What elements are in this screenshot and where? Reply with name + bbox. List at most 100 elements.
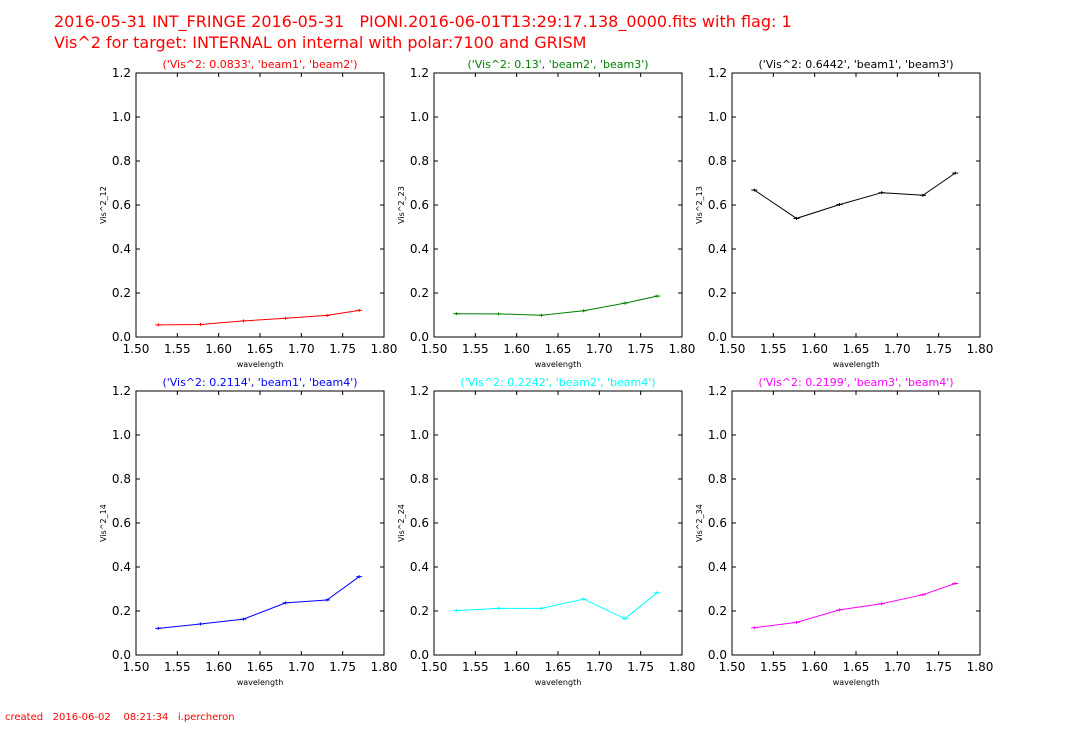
y-axis-label: Vis^2_34 <box>695 504 704 542</box>
y-tick-label: 0.8 <box>708 154 727 168</box>
y-tick-label: 0.4 <box>112 242 131 256</box>
y-tick-label: 1.0 <box>410 110 429 124</box>
x-axis-label: wavelength <box>833 678 880 687</box>
x-tick-label: 1.50 <box>421 660 448 674</box>
y-tick-label: 0.6 <box>410 198 429 212</box>
x-tick-label: 1.65 <box>545 342 572 356</box>
plot-frame <box>135 390 385 656</box>
y-tick-label: 0.0 <box>708 648 727 662</box>
panel-title: ('Vis^2: 0.2199', 'beam3', 'beam4') <box>758 376 953 389</box>
x-tick-label: 1.70 <box>586 660 613 674</box>
chart-panel-2: 1.50 1.55 1.60 1.65 1.70 1.75 1.80 0.0 0.2 0.4 0.6… <box>397 58 695 369</box>
chart-panel-1: 1.50 1.55 1.60 1.65 1.70 1.75 1.80 0.0 0.2 0.4 0.6… <box>99 58 397 369</box>
x-tick-label: 1.75 <box>925 660 952 674</box>
x-axis-label: wavelength <box>833 360 880 369</box>
y-tick-label: 0.8 <box>410 472 429 486</box>
x-tick-label: 1.75 <box>329 660 356 674</box>
y-tick-label: 0.2 <box>410 286 429 300</box>
x-tick-label: 1.55 <box>164 342 191 356</box>
y-tick-label: 0.2 <box>112 604 131 618</box>
y-tick-label: 0.0 <box>112 330 131 344</box>
y-tick-label: 0.2 <box>112 286 131 300</box>
x-axis-label: wavelength <box>535 678 582 687</box>
panel-title: ('Vis^2: 0.2114', 'beam1', 'beam4') <box>162 376 357 389</box>
x-tick-label: 1.75 <box>627 660 654 674</box>
y-tick-label: 1.2 <box>410 384 429 398</box>
x-tick-label: 1.70 <box>884 342 911 356</box>
y-tick-label: 0.6 <box>708 198 727 212</box>
y-tick-label: 1.0 <box>708 428 727 442</box>
x-tick-label: 1.70 <box>586 342 613 356</box>
y-tick-label: 0.0 <box>112 648 131 662</box>
y-tick-label: 0.2 <box>410 604 429 618</box>
x-tick-label: 1.55 <box>760 660 787 674</box>
plot-frame <box>433 72 683 338</box>
plot-frame <box>731 390 981 656</box>
x-tick-label: 1.65 <box>843 342 870 356</box>
x-tick-label: 1.80 <box>967 342 994 356</box>
x-tick-label: 1.55 <box>164 660 191 674</box>
figure-title-line-2: Vis^2 for target: INTERNAL on internal w… <box>54 33 587 52</box>
chart-panel-6: 1.50 1.55 1.60 1.65 1.70 1.75 1.80 0.0 0.2 0.4 0.6… <box>695 376 993 687</box>
y-axis-label: Vis^2_24 <box>397 504 406 542</box>
x-tick-label: 1.70 <box>288 660 315 674</box>
x-tick-label: 1.70 <box>884 660 911 674</box>
x-tick-label: 1.60 <box>801 660 828 674</box>
y-tick-label: 1.2 <box>708 66 727 80</box>
panel-title: ('Vis^2: 0.2242', 'beam2', 'beam4') <box>460 376 655 389</box>
y-tick-label: 1.2 <box>112 384 131 398</box>
panel-title: ('Vis^2: 0.0833', 'beam1', 'beam2') <box>162 58 357 71</box>
x-tick-label: 1.80 <box>371 660 398 674</box>
x-tick-label: 1.55 <box>462 342 489 356</box>
x-tick-label: 1.80 <box>669 660 696 674</box>
x-tick-label: 1.80 <box>371 342 398 356</box>
series-line <box>158 309 360 326</box>
y-tick-label: 0.8 <box>112 472 131 486</box>
series-line <box>456 592 658 620</box>
y-axis-label: Vis^2_12 <box>99 186 108 224</box>
series-line <box>754 583 956 629</box>
chart-figure: 1.50 1.55 1.60 1.65 1.70 1.75 1.80 0.0 0.2 0.4 0.6… <box>99 58 993 687</box>
y-tick-label: 0.0 <box>708 330 727 344</box>
x-tick-label: 1.65 <box>247 660 274 674</box>
x-tick-label: 1.60 <box>801 342 828 356</box>
chart-panel-3: 1.50 1.55 1.60 1.65 1.70 1.75 1.80 0.0 0.2 0.4 0.6… <box>695 58 993 369</box>
y-tick-label: 0.0 <box>410 330 429 344</box>
y-tick-label: 1.2 <box>708 384 727 398</box>
y-tick-label: 0.6 <box>112 516 131 530</box>
y-tick-label: 1.0 <box>708 110 727 124</box>
y-tick-label: 0.2 <box>708 286 727 300</box>
y-tick-label: 1.2 <box>410 66 429 80</box>
chart-panel-5: 1.50 1.55 1.60 1.65 1.70 1.75 1.80 0.0 0.2 0.4 0.6… <box>397 376 695 687</box>
x-tick-label: 1.80 <box>669 342 696 356</box>
x-tick-label: 1.75 <box>627 342 654 356</box>
y-tick-label: 0.2 <box>708 604 727 618</box>
plot-frame <box>135 72 385 338</box>
y-tick-label: 0.6 <box>410 516 429 530</box>
x-tick-label: 1.50 <box>421 342 448 356</box>
y-axis-label: Vis^2_23 <box>397 186 406 224</box>
x-tick-label: 1.70 <box>288 342 315 356</box>
y-tick-label: 1.0 <box>410 428 429 442</box>
x-tick-label: 1.75 <box>925 342 952 356</box>
y-tick-label: 0.6 <box>112 198 131 212</box>
x-tick-label: 1.55 <box>462 660 489 674</box>
y-tick-label: 0.4 <box>708 242 727 256</box>
figure-title-line-1: 2016-05-31 INT_FRINGE 2016-05-31 PIONI.2… <box>54 12 792 31</box>
x-tick-label: 1.60 <box>205 342 232 356</box>
x-tick-label: 1.50 <box>719 660 746 674</box>
y-tick-label: 0.4 <box>112 560 131 574</box>
chart-panel-4: 1.50 1.55 1.60 1.65 1.70 1.75 1.80 0.0 0.2 0.4 0.6… <box>99 376 397 687</box>
x-axis-label: wavelength <box>237 360 284 369</box>
series-line <box>754 172 956 219</box>
footer-created-stamp: created 2016-06-02 08:21:34 i.percheron <box>5 712 235 723</box>
y-tick-label: 1.0 <box>112 428 131 442</box>
x-tick-label: 1.50 <box>123 660 150 674</box>
plot-frame <box>433 390 683 656</box>
y-axis-label: Vis^2_14 <box>99 504 108 542</box>
y-tick-label: 0.8 <box>708 472 727 486</box>
x-tick-label: 1.60 <box>205 660 232 674</box>
x-tick-label: 1.60 <box>503 342 530 356</box>
panel-title: ('Vis^2: 0.13', 'beam2', 'beam3') <box>467 58 648 71</box>
x-tick-label: 1.60 <box>503 660 530 674</box>
